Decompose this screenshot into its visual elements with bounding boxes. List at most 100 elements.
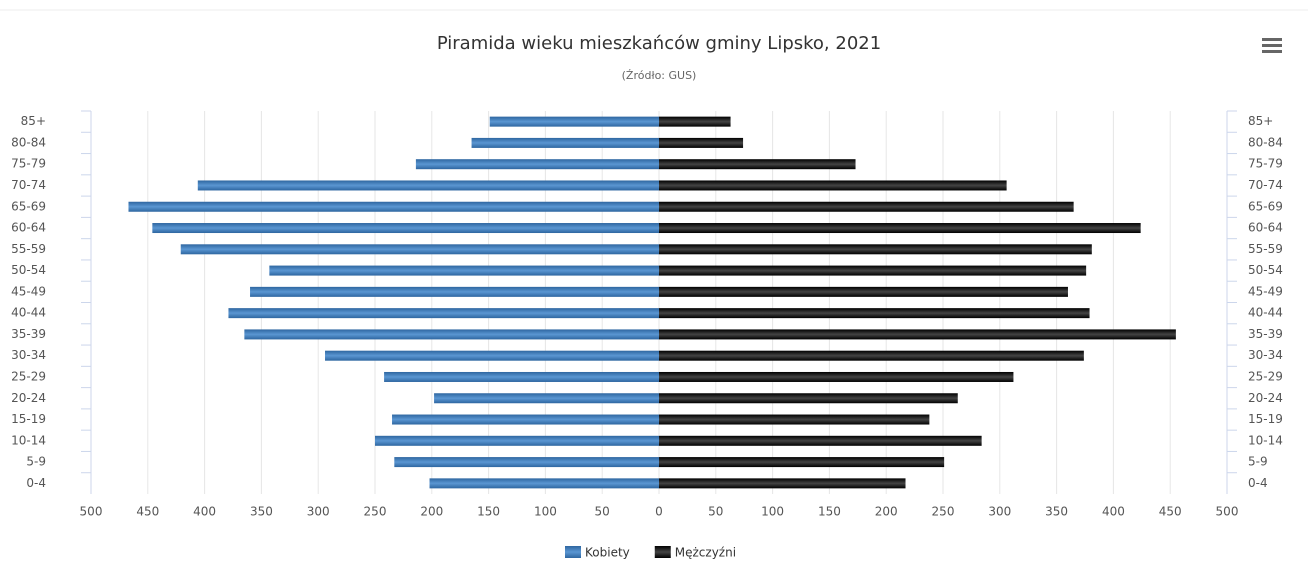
- y-tick-label: 20-24: [1248, 391, 1283, 405]
- y-tick-label: 0-4: [26, 476, 46, 490]
- y-tick-label: 35-39: [1248, 327, 1283, 341]
- bar: [269, 265, 659, 276]
- x-tick-label: 200: [875, 505, 898, 519]
- y-tick-label: 45-49: [1248, 284, 1283, 298]
- bar: [250, 286, 660, 297]
- y-tick-label: 85+: [21, 114, 46, 128]
- x-tick-label: 250: [364, 505, 387, 519]
- bar: [659, 478, 906, 489]
- chart-title: Piramida wieku mieszkańców gminy Lipsko,…: [437, 33, 881, 54]
- x-tick-label: 400: [1102, 505, 1125, 519]
- bar: [659, 329, 1176, 340]
- x-tick-label: 150: [818, 505, 841, 519]
- x-tick-label: 0: [655, 505, 663, 519]
- y-tick-label: 15-19: [1248, 412, 1283, 426]
- bar: [659, 201, 1074, 212]
- bar: [375, 435, 659, 446]
- bar: [434, 393, 659, 404]
- bar: [659, 116, 731, 127]
- x-tick-label: 500: [1216, 505, 1239, 519]
- legend-swatch: [654, 546, 671, 558]
- y-tick-label: 60-64: [11, 221, 46, 235]
- y-tick-label: 85+: [1248, 114, 1273, 128]
- y-tick-label: 15-19: [11, 412, 46, 426]
- x-tick-label: 150: [477, 505, 500, 519]
- x-tick-label: 350: [250, 505, 273, 519]
- y-tick-label: 70-74: [1248, 178, 1283, 192]
- y-tick-label: 50-54: [11, 263, 46, 277]
- legend-swatch: [565, 546, 581, 558]
- bar: [659, 308, 1090, 319]
- x-tick-label: 450: [1159, 505, 1182, 519]
- y-tick-label: 75-79: [1248, 157, 1283, 171]
- y-tick-label: 5-9: [26, 455, 46, 469]
- y-tick-label: 0-4: [1248, 476, 1268, 490]
- x-tick-label: 500: [80, 505, 103, 519]
- y-tick-label: 75-79: [11, 157, 46, 171]
- bar: [489, 116, 659, 127]
- x-tick-label: 200: [420, 505, 443, 519]
- y-tick-label: 65-69: [11, 199, 46, 213]
- x-tick-label: 100: [761, 505, 784, 519]
- bar: [244, 329, 660, 340]
- y-tick-label: 30-34: [11, 348, 46, 362]
- bar: [659, 265, 1087, 276]
- y-tick-label: 45-49: [11, 284, 46, 298]
- bar: [228, 308, 659, 319]
- x-tick-label: 100: [534, 505, 557, 519]
- menu-button[interactable]: [1262, 38, 1282, 53]
- y-tick-label: 60-64: [1248, 221, 1283, 235]
- bar: [659, 223, 1141, 234]
- y-tick-label: 25-29: [1248, 369, 1283, 383]
- x-tick-label: 250: [932, 505, 955, 519]
- x-tick-label: 50: [708, 505, 723, 519]
- y-tick-label: 55-59: [11, 242, 46, 256]
- bar: [659, 180, 1007, 191]
- y-tick-label: 70-74: [11, 178, 46, 192]
- chart-subtitle: (Źródło: GUS): [622, 69, 697, 82]
- bar: [394, 457, 659, 468]
- bar: [415, 159, 659, 170]
- bar: [197, 180, 659, 191]
- y-tick-label: 65-69: [1248, 199, 1283, 213]
- legend-label: Mężczyźni: [675, 546, 736, 560]
- bar: [384, 371, 659, 382]
- y-tick-label: 5-9: [1248, 455, 1268, 469]
- y-tick-label: 10-14: [11, 433, 46, 447]
- y-tick-label: 10-14: [1248, 433, 1283, 447]
- y-tick-label: 80-84: [11, 135, 46, 149]
- y-tick-label: 55-59: [1248, 242, 1283, 256]
- y-tick-label: 40-44: [11, 306, 46, 320]
- y-tick-label: 20-24: [11, 391, 46, 405]
- bar: [128, 201, 659, 212]
- bar: [471, 137, 659, 148]
- bar: [180, 244, 659, 255]
- bar: [392, 414, 659, 425]
- y-tick-label: 80-84: [1248, 135, 1283, 149]
- bar: [325, 350, 659, 361]
- x-tick-label: 300: [988, 505, 1011, 519]
- bar: [659, 350, 1084, 361]
- bar: [659, 371, 1014, 382]
- y-tick-label: 30-34: [1248, 348, 1283, 362]
- bar: [659, 393, 958, 404]
- bar: [152, 223, 659, 234]
- y-tick-label: 35-39: [11, 327, 46, 341]
- bar: [659, 159, 856, 170]
- bar: [659, 137, 744, 148]
- y-tick-label: 40-44: [1248, 306, 1283, 320]
- bar: [659, 414, 930, 425]
- y-tick-label: 50-54: [1248, 263, 1283, 277]
- x-tick-label: 450: [136, 505, 159, 519]
- legend-label: Kobiety: [585, 546, 630, 560]
- bar: [659, 244, 1092, 255]
- bar: [659, 457, 945, 468]
- x-tick-label: 50: [595, 505, 610, 519]
- x-tick-label: 300: [307, 505, 330, 519]
- x-tick-label: 350: [1045, 505, 1068, 519]
- bar: [659, 286, 1068, 297]
- y-tick-label: 25-29: [11, 369, 46, 383]
- bar: [429, 478, 659, 489]
- x-tick-label: 400: [193, 505, 216, 519]
